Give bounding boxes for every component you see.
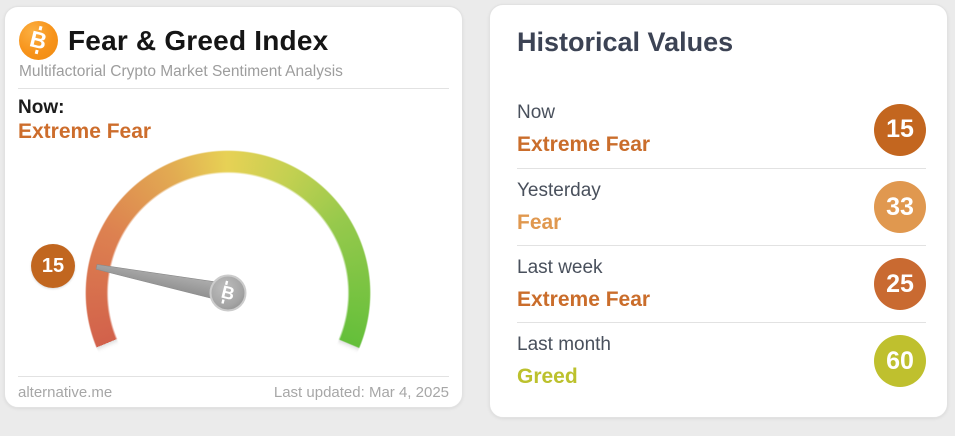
row-text: Now Extreme Fear <box>517 102 650 157</box>
now-label: Now: <box>18 97 65 118</box>
page: { "gauge_card": { "title": "Fear & Greed… <box>0 0 955 420</box>
widget-subtitle: Multifactorial Crypto Market Sentiment A… <box>19 63 343 80</box>
row-period-label: Yesterday <box>517 179 601 201</box>
bitcoin-glyph: B <box>27 25 50 55</box>
now-classification: Extreme Fear <box>18 120 152 143</box>
row-period-label: Now <box>517 102 556 123</box>
row-value-badge: 60 <box>874 335 926 387</box>
row-value-badge: 33 <box>874 181 926 233</box>
row-value-badge: 25 <box>874 258 926 310</box>
row-value-badge: 15 <box>874 103 926 156</box>
history-row-last-month: Last month Greed 60 <box>517 322 926 399</box>
widget-title: Fear & Greed Index <box>68 24 329 56</box>
last-updated: Last updated: Mar 4, 2025 <box>273 384 449 401</box>
row-period-label: Last week <box>517 256 603 278</box>
history-row-yesterday: Yesterday Fear 33 <box>517 168 926 245</box>
history-row-last-week: Last week Extreme Fear 25 <box>517 245 926 322</box>
historical-values-card: Historical Values Now Extreme Fear 15 Ye… <box>489 4 948 418</box>
card-footer: alternative.me Last updated: Mar 4, 2025 <box>18 384 449 401</box>
history-row-now: Now Extreme Fear 15 <box>517 91 926 168</box>
row-text: Last month Greed <box>517 334 611 389</box>
gauge-value-badge: 15 <box>31 244 75 288</box>
row-text: Last week Extreme Fear <box>517 257 650 312</box>
card-header: B Fear & Greed Index <box>19 21 328 60</box>
source-link[interactable]: alternative.me <box>18 384 113 401</box>
divider <box>18 88 449 89</box>
row-classification: Fear <box>517 210 562 234</box>
row-classification: Extreme Fear <box>517 287 651 311</box>
divider <box>18 376 449 377</box>
history-rows: Now Extreme Fear 15 Yesterday Fear 33 La… <box>517 91 926 399</box>
row-classification: Greed <box>517 364 578 388</box>
fear-greed-card: B Fear & Greed Index Multifactorial Cryp… <box>4 6 463 436</box>
bitcoin-icon: B <box>19 21 58 60</box>
history-title: Historical Values <box>517 27 734 57</box>
row-classification: Extreme Fear <box>517 133 651 156</box>
row-period-label: Last month <box>517 333 611 355</box>
row-text: Yesterday Fear <box>517 180 601 235</box>
